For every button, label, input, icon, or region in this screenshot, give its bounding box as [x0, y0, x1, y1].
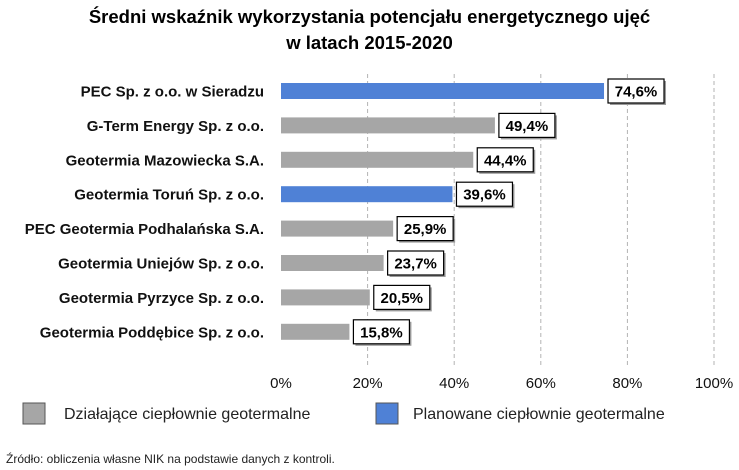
value-label-box: [607, 78, 665, 104]
value-label: 49,4%: [506, 118, 549, 135]
legend-swatch: [375, 402, 399, 425]
category-label: PEC Sp. z o.o. w Sieradzu: [81, 84, 264, 101]
category-label: Geotermia Uniejów Sp. z o.o.: [58, 256, 264, 273]
bar: [281, 323, 350, 340]
value-label: 44,4%: [484, 152, 527, 169]
x-tick-label: 100%: [695, 375, 733, 392]
x-tick-label: 20%: [353, 375, 383, 392]
bar: [281, 117, 495, 134]
category-label: Geotermia Mazowiecka S.A.: [66, 152, 264, 169]
bar-chart: 74,6% PEC Sp. z o.o. w Sieradzu 49,4% G-Ter…: [22, 74, 733, 425]
legend-label: Planowane ciepłownie geotermalne: [413, 406, 665, 423]
bar: [281, 255, 384, 271]
value-label-box: [396, 216, 454, 242]
category-label: G-Term Energy Sp. z o.o.: [87, 118, 264, 135]
value-label-box: [476, 147, 534, 173]
bar: [281, 186, 453, 203]
legend-swatch: [22, 402, 46, 425]
source-note: Źródło: obliczenia własne NIK na podstaw…: [6, 452, 335, 466]
value-label: 23,7%: [394, 256, 437, 273]
value-label-box: [387, 250, 445, 276]
chart-title-line-2: w latach 2015-2020: [286, 32, 453, 53]
x-tick-label: 80%: [612, 375, 642, 392]
value-label: 39,6%: [463, 187, 506, 204]
category-label: Geotermia Pyrzyce Sp. z o.o.: [59, 290, 264, 307]
bar: [281, 83, 605, 99]
category-label: Geotermia Toruń Sp. z o.o.: [74, 187, 264, 204]
bar: [281, 151, 474, 168]
value-label-box: [352, 319, 411, 345]
chart-title-line-1: Średni wskaźnik wykorzystania potencjału…: [88, 6, 651, 27]
value-label: 74,6%: [615, 84, 658, 101]
value-label-box: [373, 284, 431, 310]
category-label: PEC Geotermia Podhalańska S.A.: [25, 221, 264, 238]
bar: [281, 289, 370, 306]
x-tick-label: 0%: [270, 375, 292, 392]
bar: [281, 220, 394, 237]
legend-label: Działające ciepłownie geotermalne: [64, 406, 310, 423]
value-label: 15,8%: [360, 324, 403, 341]
x-tick-label: 60%: [526, 375, 556, 392]
value-label-box: [498, 112, 556, 139]
value-label: 25,9%: [404, 221, 447, 238]
value-label: 20,5%: [380, 290, 423, 307]
value-label-box: [455, 181, 514, 207]
category-label: Geotermia Poddębice Sp. z o.o.: [40, 324, 264, 341]
x-tick-label: 40%: [439, 375, 469, 392]
